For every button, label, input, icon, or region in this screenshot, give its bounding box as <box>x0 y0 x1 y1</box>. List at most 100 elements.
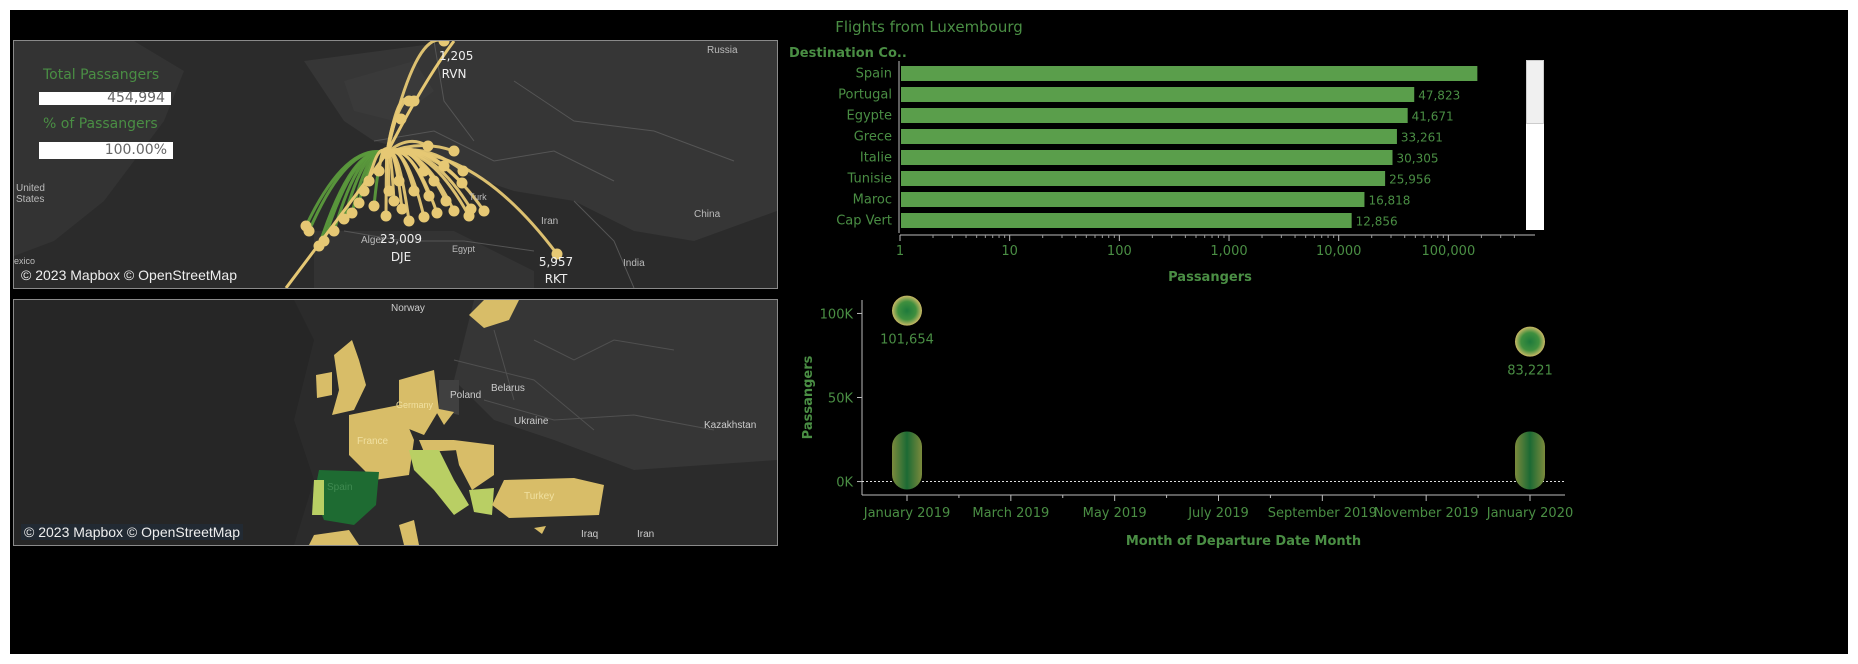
destination-marker <box>388 195 400 207</box>
destination-marker <box>428 175 440 187</box>
destination-marker <box>423 190 435 202</box>
country-balkans <box>454 440 494 490</box>
annotation-rvn-value: 1,205 <box>439 49 474 63</box>
geo-label-alger: Alger <box>361 235 385 246</box>
route-map[interactable]: Russia United States China Iran India Al… <box>13 40 778 289</box>
destination-marker <box>396 203 408 215</box>
kpi-pct-label: % of Passangers <box>43 116 158 132</box>
destination-marker <box>368 200 380 212</box>
country-czechia <box>434 408 454 425</box>
destination-marker <box>438 160 450 172</box>
geo-label-china: China <box>694 209 721 220</box>
x-tick-label: November 2019 <box>1374 506 1479 521</box>
destination-marker <box>438 41 450 47</box>
annotation-rvn-code: RVN <box>441 67 467 81</box>
category-label: Italie <box>860 151 892 166</box>
category-label: Egypte <box>846 109 892 124</box>
destination-marker <box>457 165 469 177</box>
destination-marker <box>395 113 407 125</box>
country-turkey <box>492 478 604 518</box>
annotation-dje-value: 23,009 <box>380 232 422 246</box>
country-france <box>349 405 414 480</box>
destination-marker <box>383 185 395 197</box>
country-map-attribution[interactable]: © 2023 Mapbox © OpenStreetMap <box>21 524 243 540</box>
country-cyprus <box>534 526 546 534</box>
x-tick-label: 100,000 <box>1421 244 1475 259</box>
dashboard-title: Flights from Luxembourg <box>835 18 1023 36</box>
country-map-canvas[interactable] <box>14 300 777 545</box>
destination-marker <box>380 210 392 222</box>
geo-label-united: United <box>16 183 45 194</box>
annotation-dje-code: DJE <box>390 250 412 264</box>
country-portugal <box>312 480 324 515</box>
category-label: Portugal <box>838 88 892 103</box>
country-map[interactable]: Norway Belarus Poland Ukraine Kazakhstan… <box>13 299 778 546</box>
country-germany <box>399 370 439 435</box>
route-map-canvas[interactable] <box>14 41 777 288</box>
country-ireland <box>316 372 332 398</box>
destination-marker <box>440 195 452 207</box>
destination-marker <box>338 213 350 225</box>
y-tick-label: 100K <box>820 307 854 322</box>
geo-label-egypt: Egypt <box>452 244 476 254</box>
destination-marker <box>448 145 460 157</box>
destination-marker <box>346 207 358 219</box>
data-label: 101,654 <box>880 333 934 348</box>
highlighted-countries[interactable] <box>309 300 604 545</box>
destination-marker <box>300 220 312 232</box>
bar-value-label: 41,671 <box>1412 110 1454 124</box>
destination-marker <box>313 240 325 252</box>
destination-marker <box>422 140 434 152</box>
bar-value-label: 33,261 <box>1401 131 1443 145</box>
y-tick-label: 0K <box>836 476 853 491</box>
bar <box>901 192 1365 207</box>
bar-chart-scroll-thumb[interactable] <box>1526 60 1544 124</box>
bar <box>901 150 1393 165</box>
destination-markers[interactable] <box>300 41 563 260</box>
destination-marker <box>363 175 375 187</box>
geo-label-spain: Spain <box>327 482 353 493</box>
geo-label-kazakhstan: Kazakhstan <box>704 420 757 431</box>
y-tick-label: 50K <box>828 392 854 407</box>
x-tick-label: 1 <box>896 244 904 259</box>
destination-marker <box>456 177 468 189</box>
kpi-total-label: Total Passangers <box>43 67 160 83</box>
monthly-passengers-chart[interactable]: 0K 50K 100K Passangers January 2019 March 201… <box>785 295 1845 555</box>
country-uk <box>332 340 366 415</box>
route-map-attribution[interactable]: © 2023 Mapbox © OpenStreetMap <box>21 267 237 283</box>
bar-chart-scrollbar[interactable] <box>1526 60 1544 230</box>
data-point <box>1515 326 1545 357</box>
geo-label-iraq: Iraq <box>581 529 599 540</box>
country-tunisia <box>399 520 419 545</box>
geo-label-belarus: Belarus <box>491 383 525 394</box>
destination-marker <box>418 211 430 223</box>
geo-label-france: France <box>357 436 389 447</box>
x-tick-label: July 2019 <box>1187 506 1249 521</box>
country-spain <box>314 470 379 525</box>
geo-label-germany: Germany <box>396 400 434 410</box>
geo-label-norway: Norway <box>391 303 425 314</box>
geo-label-poland: Poland <box>450 390 482 401</box>
category-label: Spain <box>856 67 892 82</box>
destination-marker <box>431 207 443 219</box>
bar-value-label: 12,856 <box>1356 215 1398 229</box>
bar <box>901 66 1478 81</box>
bar-value-label: 30,305 <box>1396 152 1438 166</box>
bar <box>901 87 1415 102</box>
annotation-rkt-value: 5,957 <box>538 255 574 269</box>
destination-marker <box>403 215 415 227</box>
category-label: Maroc <box>853 193 892 208</box>
destination-marker <box>393 175 405 187</box>
country-italy <box>409 450 469 515</box>
x-tick-label: 100 <box>1107 244 1132 259</box>
annotation-dje: 23,009 DJE <box>379 230 423 266</box>
country-poland <box>439 380 459 415</box>
geo-label-russia: Russia <box>707 45 738 56</box>
geo-label-turkey-country: Turkey <box>524 491 555 502</box>
kpi-pct-value: 100.00% <box>39 142 173 159</box>
geo-label-india: India <box>623 258 645 269</box>
dashboard: Flights from Luxembourg Russia United St… <box>10 10 1848 654</box>
country-austria <box>419 440 459 452</box>
x-tick-label: January 2019 <box>863 506 951 521</box>
destination-bar-chart[interactable]: Destination Co.. Spain Portugal 47,823 Egypt… <box>785 40 1845 285</box>
